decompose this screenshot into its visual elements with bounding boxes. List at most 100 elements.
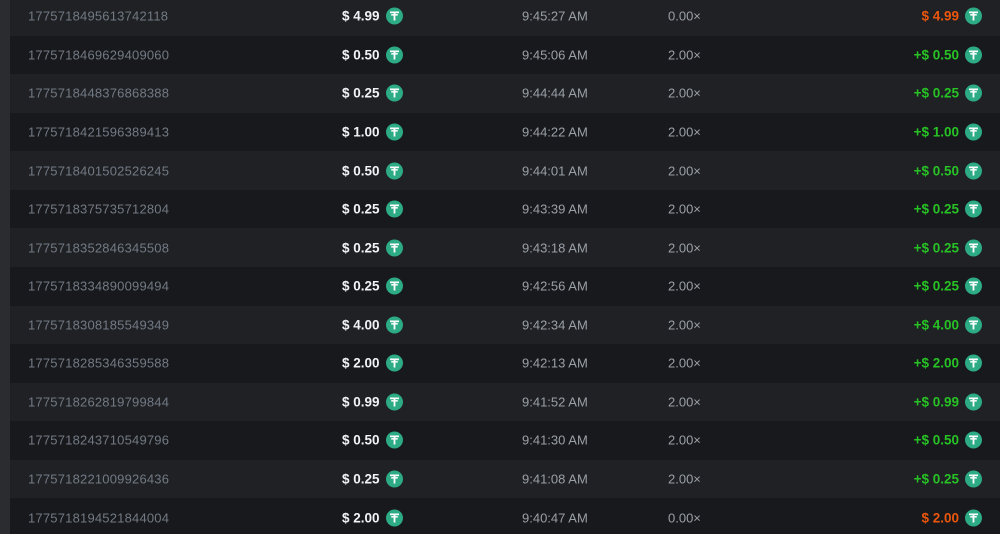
tether-icon	[385, 123, 403, 141]
bet-payout: +$ 0.25	[913, 201, 959, 217]
bet-amount: $ 0.25	[342, 240, 380, 256]
tether-icon	[965, 162, 982, 180]
bet-time: 9:40:47 AM	[522, 510, 588, 526]
bet-amount-cell: $ 0.25	[342, 200, 403, 218]
bet-id: 1775718262819799844	[28, 394, 170, 410]
bet-multiplier: 2.00×	[668, 471, 701, 487]
table-row[interactable]: 1775718469629409060 $ 0.50 9:45:06 AM 2.…	[10, 35, 1000, 75]
bet-multiplier: 0.00×	[668, 510, 701, 526]
bet-id: 1775718448376868388	[28, 85, 170, 101]
bet-amount-cell: $ 0.99	[342, 393, 403, 411]
bet-amount-cell: $ 0.25	[342, 470, 403, 488]
bet-id: 1775718401502526245	[28, 163, 170, 179]
table-row[interactable]: 1775718194521844004 $ 2.00 9:40:47 AM 0.…	[10, 498, 1000, 534]
table-row[interactable]: 1775718334890099494 $ 0.25 9:42:56 AM 2.…	[10, 266, 1000, 306]
table-row[interactable]: 1775718421596389413 $ 1.00 9:44:22 AM 2.…	[10, 112, 1000, 152]
tether-icon	[385, 277, 403, 295]
bet-multiplier: 2.00×	[668, 317, 701, 333]
bet-time: 9:43:39 AM	[522, 201, 588, 217]
bet-time: 9:42:56 AM	[522, 278, 588, 294]
tether-icon	[385, 7, 403, 25]
bet-multiplier: 2.00×	[668, 85, 701, 101]
bet-time: 9:43:18 AM	[522, 240, 588, 256]
table-row[interactable]: 1775718221009926436 $ 0.25 9:41:08 AM 2.…	[10, 459, 1000, 499]
tether-icon	[965, 509, 982, 527]
bet-payout: $ 2.00	[921, 510, 959, 526]
tether-icon	[965, 354, 982, 372]
bet-multiplier: 2.00×	[668, 240, 701, 256]
bet-time: 9:44:44 AM	[522, 85, 588, 101]
bet-time: 9:42:34 AM	[522, 317, 588, 333]
bet-amount: $ 0.50	[342, 163, 380, 179]
bet-payout: +$ 0.50	[913, 47, 959, 63]
bet-amount: $ 0.50	[342, 432, 380, 448]
bet-payout: $ 4.99	[921, 8, 959, 24]
tether-icon	[965, 123, 982, 141]
table-row[interactable]: 1775718262819799844 $ 0.99 9:41:52 AM 2.…	[10, 382, 1000, 422]
left-panel-edge	[0, 0, 10, 534]
tether-icon	[385, 470, 403, 488]
bet-multiplier: 2.00×	[668, 394, 701, 410]
bet-id: 1775718285346359588	[28, 355, 170, 371]
bet-id: 1775718194521844004	[28, 510, 170, 526]
bet-amount: $ 1.00	[342, 124, 380, 140]
tether-icon	[965, 239, 982, 257]
bet-id: 1775718221009926436	[28, 471, 170, 487]
bet-id: 1775718352846345508	[28, 240, 170, 256]
bet-payout-cell: +$ 1.00	[913, 123, 982, 141]
tether-icon	[965, 393, 982, 411]
bet-amount: $ 0.25	[342, 85, 380, 101]
bet-payout: +$ 0.25	[913, 471, 959, 487]
bet-multiplier: 0.00×	[668, 8, 701, 24]
bet-amount-cell: $ 2.00	[342, 509, 403, 527]
bet-id: 1775718375735712804	[28, 201, 170, 217]
bet-amount: $ 0.50	[342, 47, 380, 63]
bet-payout: +$ 2.00	[913, 355, 959, 371]
bet-amount-cell: $ 4.00	[342, 316, 403, 334]
table-row[interactable]: 1775718308185549349 $ 4.00 9:42:34 AM 2.…	[10, 305, 1000, 345]
bet-multiplier: 2.00×	[668, 278, 701, 294]
tether-icon	[965, 46, 982, 64]
tether-icon	[385, 239, 403, 257]
bet-time: 9:41:52 AM	[522, 394, 588, 410]
bet-amount-cell: $ 2.00	[342, 354, 403, 372]
tether-icon	[385, 162, 403, 180]
table-row[interactable]: 1775718448376868388 $ 0.25 9:44:44 AM 2.…	[10, 74, 1000, 113]
bet-multiplier: 2.00×	[668, 124, 701, 140]
bet-time: 9:45:27 AM	[522, 8, 588, 24]
bet-multiplier: 2.00×	[668, 201, 701, 217]
bet-payout-cell: +$ 0.25	[913, 470, 982, 488]
bet-amount-cell: $ 1.00	[342, 123, 403, 141]
tether-icon	[385, 431, 403, 449]
bet-payout-cell: $ 2.00	[921, 509, 982, 527]
table-row[interactable]: 1775718243710549796 $ 0.50 9:41:30 AM 2.…	[10, 421, 1000, 460]
tether-icon	[385, 393, 403, 411]
tether-icon	[965, 84, 982, 102]
table-row[interactable]: 1775718495613742118 $ 4.99 9:45:27 AM 0.…	[10, 0, 1000, 36]
table-row[interactable]: 1775718352846345508 $ 0.25 9:43:18 AM 2.…	[10, 228, 1000, 267]
bet-amount-cell: $ 0.25	[342, 277, 403, 295]
bet-payout-cell: +$ 0.25	[914, 277, 982, 295]
bet-payout-cell: +$ 0.99	[913, 393, 982, 411]
bet-payout: +$ 0.50	[913, 432, 959, 448]
bet-amount: $ 0.25	[342, 201, 380, 217]
bet-payout-cell: +$ 0.25	[913, 200, 982, 218]
bet-time: 9:45:06 AM	[522, 47, 588, 63]
tether-icon	[385, 46, 403, 64]
bet-history-table: 1775718495613742118 $ 4.99 9:45:27 AM 0.…	[10, 0, 1000, 534]
tether-icon	[965, 316, 982, 334]
bet-amount-cell: $ 4.99	[342, 7, 403, 25]
bet-payout: +$ 0.99	[913, 394, 959, 410]
bet-amount: $ 0.25	[342, 278, 380, 294]
bet-payout-cell: +$ 0.25	[914, 84, 982, 102]
bet-id: 1775718469629409060	[28, 47, 170, 63]
table-row[interactable]: 1775718375735712804 $ 0.25 9:43:39 AM 2.…	[10, 189, 1000, 229]
tether-icon	[385, 200, 403, 218]
table-row[interactable]: 1775718401502526245 $ 0.50 9:44:01 AM 2.…	[10, 151, 1000, 190]
table-row[interactable]: 1775718285346359588 $ 2.00 9:42:13 AM 2.…	[10, 344, 1000, 383]
bet-payout-cell: +$ 0.50	[913, 46, 982, 64]
bet-payout-cell: +$ 0.50	[914, 162, 982, 180]
tether-icon	[385, 354, 403, 372]
bet-payout: +$ 1.00	[913, 124, 959, 140]
